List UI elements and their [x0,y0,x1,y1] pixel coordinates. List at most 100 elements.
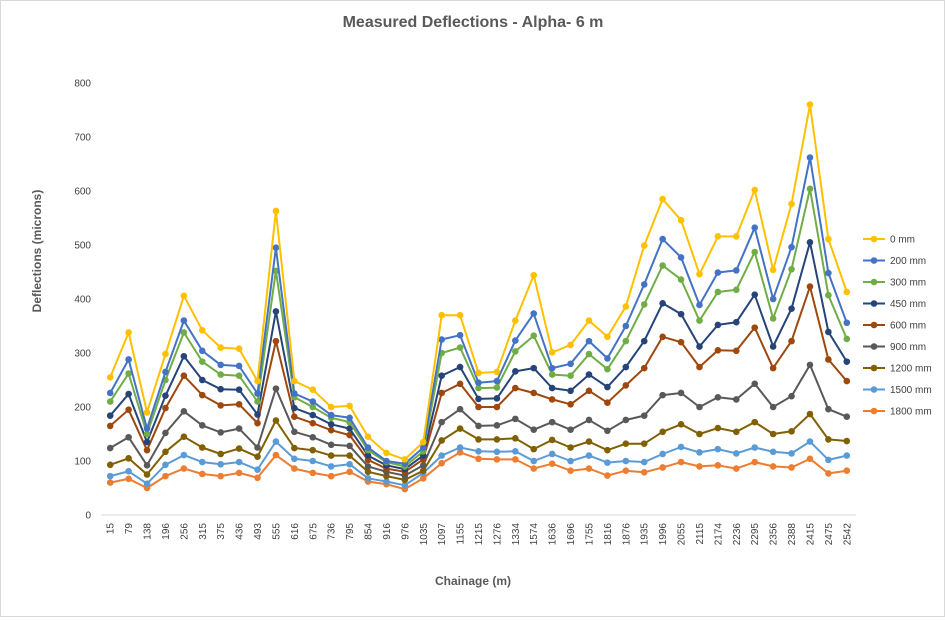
data-point [364,433,372,441]
data-point [696,343,703,350]
data-point [456,380,464,388]
data-point [180,433,188,441]
data-point [604,459,611,466]
data-point [309,398,317,405]
data-point [769,343,777,350]
data-point [254,377,261,385]
data-point [512,384,519,392]
data-point [401,456,409,463]
data-point [419,474,427,482]
data-point [125,390,132,398]
data-point [198,458,206,466]
data-point [677,338,685,346]
legend-item: 1200 mm [863,364,932,375]
data-point [825,405,832,413]
y-tick-label: 500 [74,241,91,252]
data-point [530,332,538,340]
y-tick-label: 600 [74,187,91,198]
data-point [677,310,685,318]
data-point [162,448,169,456]
series-200-mm [106,154,851,468]
series-300-mm [106,185,851,470]
data-point [585,337,593,345]
data-point [604,446,611,454]
data-point [843,452,851,459]
data-point [291,444,298,452]
data-point [309,386,317,394]
data-point [254,419,261,427]
data-point [751,248,759,256]
data-point [106,412,114,419]
x-tick-label: 1035 [419,523,430,546]
legend-swatch-marker [870,407,878,415]
data-point [659,333,666,341]
data-point [825,436,832,443]
data-point [438,418,445,426]
x-tick-label: 736 [327,523,338,540]
data-point [291,404,298,412]
data-point [640,281,648,288]
data-point [659,428,666,436]
data-point [512,348,519,355]
data-point [309,419,317,427]
data-point [364,444,372,451]
x-tick-label: 315 [198,523,209,540]
series-600-mm [106,283,851,476]
data-point [327,403,335,411]
series-1500-mm [106,438,851,489]
data-point [548,384,556,392]
data-point [162,404,169,412]
data-point [604,333,611,341]
data-point [327,420,335,428]
data-point [751,186,759,194]
data-point [235,458,243,466]
x-tick-label: 1636 [548,523,559,546]
data-point [327,441,335,449]
x-tick-label: 2236 [732,523,743,546]
data-point [419,462,427,469]
data-point [622,440,630,448]
data-point [806,438,814,445]
data-point [806,154,814,161]
data-point [604,355,611,362]
data-point [640,469,648,476]
data-point [604,427,611,435]
data-point [585,452,593,459]
data-point [235,372,243,379]
data-point [254,453,261,460]
data-point [530,445,538,453]
data-point [364,463,372,470]
y-tick-label: 100 [74,457,91,468]
x-tick-label: 675 [308,523,319,540]
x-tick-label: 2415 [805,523,816,546]
data-point [198,376,206,384]
data-point [254,390,261,397]
data-point [272,385,280,392]
legend-swatch-marker [870,278,878,286]
data-point [788,428,795,435]
data-point [512,447,519,455]
y-axis: 0 100 200 300 400 500 600 700 800 [74,79,91,522]
x-tick-label: 1574 [529,523,540,546]
x-axis-label: Chainage (m) [435,574,511,588]
series-line [109,285,848,473]
legend-swatch-marker [870,386,878,393]
data-point [512,368,519,375]
data-point [788,243,795,251]
plot-area [106,101,851,493]
data-point [622,322,630,330]
y-tick-label: 800 [74,79,91,90]
data-point [125,467,132,475]
data-point [198,327,206,334]
data-point [106,444,114,452]
data-point [696,449,703,456]
data-point [438,372,445,379]
data-point [217,361,224,369]
data-point [714,347,722,354]
data-point [714,393,722,401]
data-point [143,425,151,432]
data-point [769,266,777,274]
data-point [272,308,280,315]
